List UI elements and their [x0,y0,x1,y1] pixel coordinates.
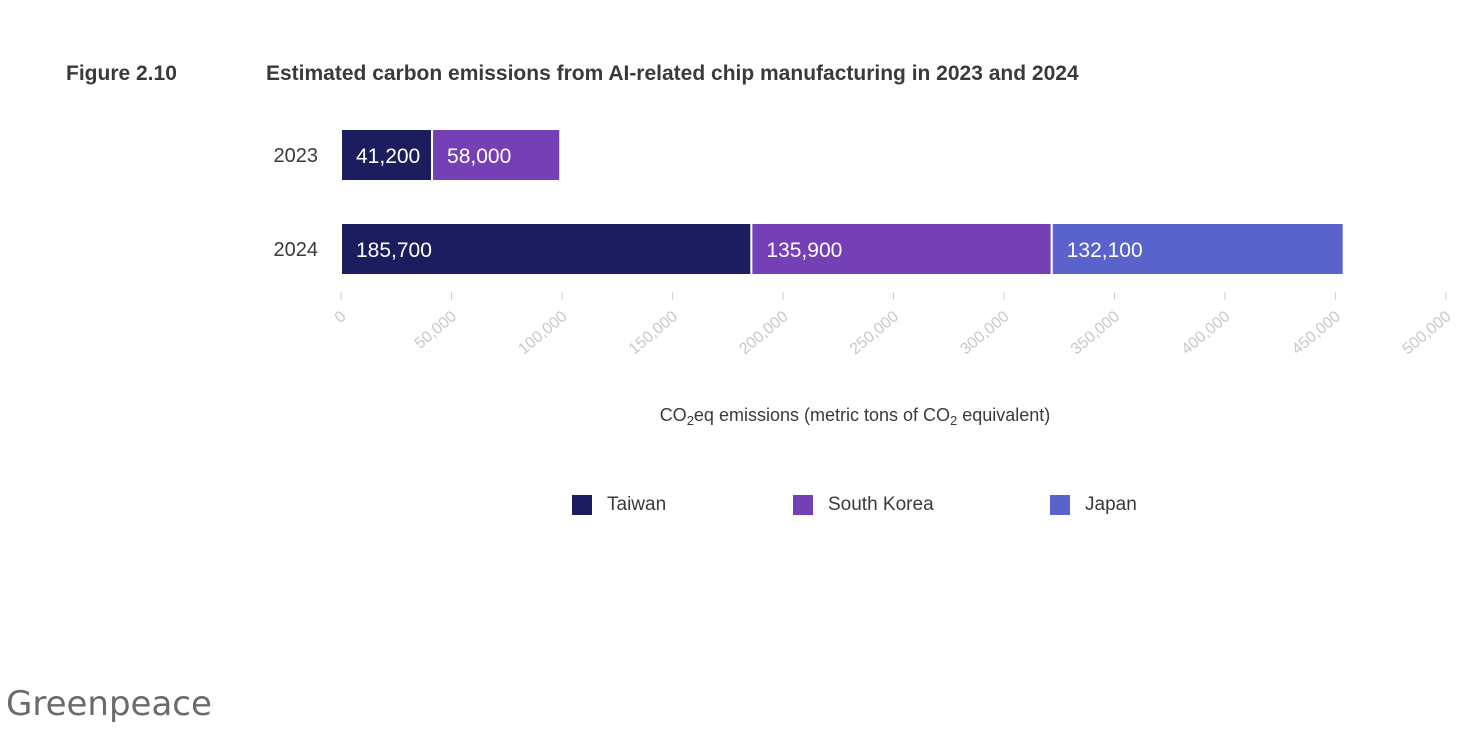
legend-swatch-south-korea [793,495,813,515]
category-label-2024: 2024 [274,239,319,261]
x-tick-label-300000: 300,000 [957,308,1012,358]
category-label-2023: 2023 [274,145,319,167]
bar-label-japan-2024: 132,100 [1067,239,1143,262]
legend-item-south-korea: South Korea [793,494,934,516]
x-tick-label-100000: 100,000 [515,308,570,358]
bar-label-south-korea-2024: 135,900 [766,239,842,262]
stacked-bar-chart: 2023 2024 41,200 58,000 185,700 135,900 132,10… [274,128,1455,428]
bar-south-korea-2023 [431,128,562,182]
x-tick-label-250000: 250,000 [847,308,902,358]
legend: Taiwan South Korea Japan [0,494,1471,520]
x-tick-label-450000: 450,000 [1289,308,1344,358]
bar-label-taiwan-2024: 185,700 [356,239,432,262]
x-tick-label-200000: 200,000 [736,308,791,358]
x-tick-label-50000: 50,000 [412,308,460,353]
bar-taiwan-2024 [340,222,753,276]
chart-title: Estimated carbon emissions from AI-relat… [266,62,1079,85]
legend-label-south-korea: South Korea [828,494,934,515]
x-axis-label: CO2eq emissions (metric tons of CO2 equi… [660,405,1051,428]
legend-item-japan: Japan [1050,494,1137,516]
bar-taiwan-2023 [340,128,434,182]
bar-label-taiwan-2023: 41,200 [356,145,420,168]
bar-japan-2024 [1050,222,1345,276]
bar-south-korea-2024 [750,222,1053,276]
x-tick-label-350000: 350,000 [1068,308,1123,358]
legend-swatch-japan [1050,495,1070,515]
x-tick-label-0: 0 [332,308,350,327]
legend-swatch-taiwan [572,495,592,515]
x-tick-label-400000: 400,000 [1178,308,1233,358]
figure-label: Figure 2.10 [66,62,177,85]
legend-label-taiwan: Taiwan [607,494,667,515]
x-tick-label-500000: 500,000 [1399,308,1454,358]
x-tick-label-150000: 150,000 [626,308,681,358]
source-credit: Greenpeace [6,684,212,724]
bar-label-south-korea-2023: 58,000 [447,145,511,168]
legend-item-taiwan: Taiwan [572,494,666,516]
legend-label-japan: Japan [1085,494,1137,515]
